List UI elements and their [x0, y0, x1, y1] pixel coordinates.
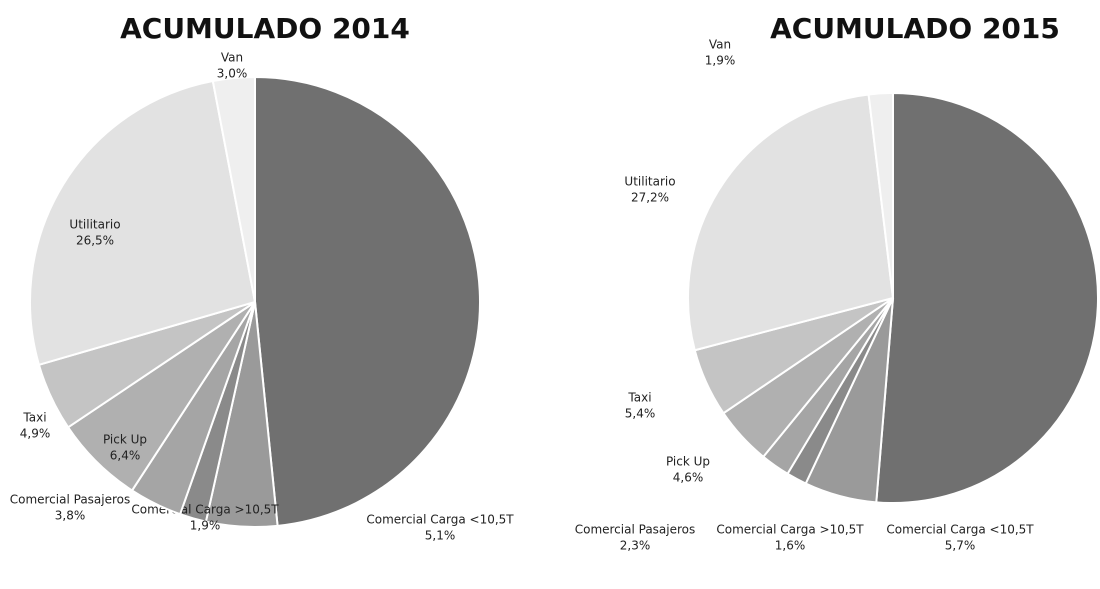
slice-label: Pick Up [103, 433, 147, 447]
slice-label: Taxi [22, 411, 46, 425]
value-label: 27,2% [631, 191, 669, 205]
pie-slice [29, 79, 257, 367]
value-label: 6,4% [110, 449, 141, 463]
value-label: 1,9% [190, 519, 221, 533]
slice-label: Comercial Carga >10,5T [716, 523, 864, 537]
chart-title: ACUMULADO 2015 [770, 12, 1060, 45]
pie-slice [254, 75, 481, 527]
pie-slice [875, 91, 1099, 504]
slice-label: Comercial Carga >10,5T [131, 503, 279, 517]
slice-label: Comercial Carga <10,5T [366, 513, 514, 527]
value-label: 4,9% [20, 427, 51, 441]
value-label: 5,7% [945, 539, 976, 553]
value-label: 3,0% [217, 67, 248, 81]
slice-label: Taxi [627, 391, 651, 405]
slice-label: Utilitario [69, 218, 120, 232]
value-label: 1,6% [775, 539, 806, 553]
value-label: 2,3% [620, 539, 651, 553]
value-label: 5,4% [625, 407, 656, 421]
slice-label: Utilitario [624, 175, 675, 189]
value-label: 4,6% [673, 471, 704, 485]
value-label: 3,8% [55, 509, 86, 523]
slice-label: Pick Up [666, 455, 710, 469]
pie-slice [687, 93, 895, 352]
slice-label: Comercial Carga <10,5T [886, 523, 1034, 537]
value-label: 26,5% [76, 234, 114, 248]
slice-label: Van [221, 51, 243, 65]
pie-slice [211, 75, 256, 303]
slice-label: Comercial Pasajeros [575, 523, 696, 537]
value-label: 1,9% [705, 54, 736, 68]
slice-label: Van [709, 38, 731, 52]
value-label: 5,1% [425, 529, 456, 543]
chart-title: ACUMULADO 2014 [120, 12, 410, 45]
slice-label: Comercial Pasajeros [10, 493, 131, 507]
pie-slice [867, 91, 894, 299]
